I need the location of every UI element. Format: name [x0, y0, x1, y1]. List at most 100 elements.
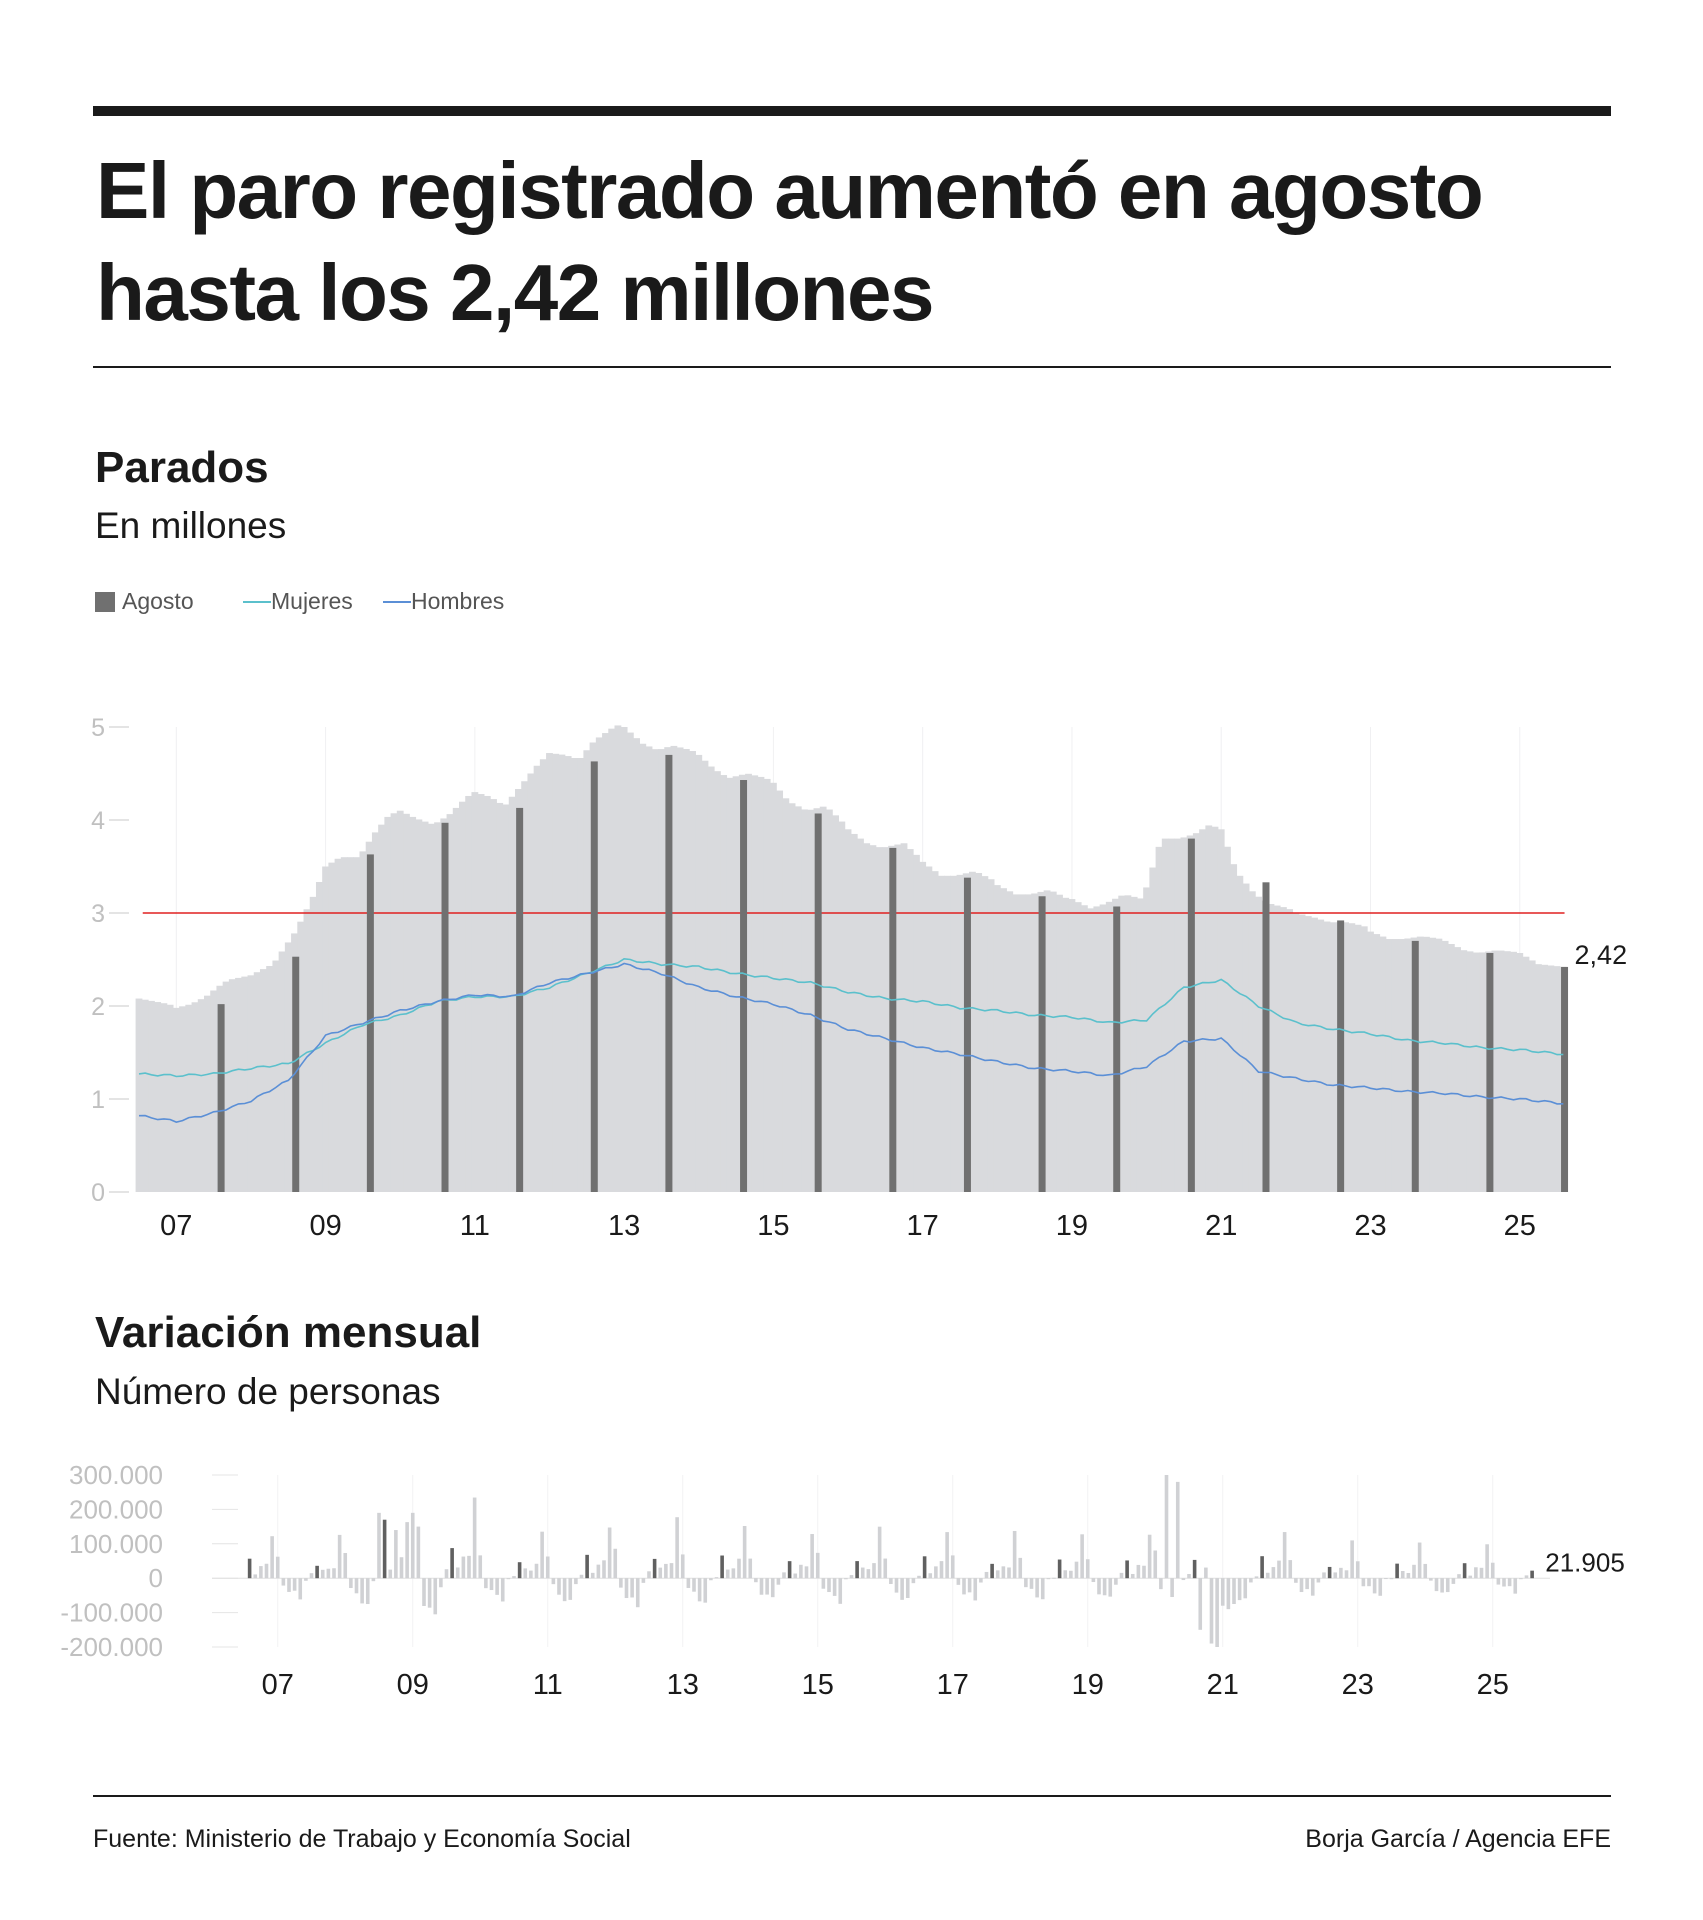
monthly-change-bar [512, 1576, 516, 1579]
monthly-bar [191, 1002, 199, 1192]
monthly-bar [1025, 894, 1032, 1192]
monthly-bar [284, 942, 292, 1192]
y-tick-label-0: 0 [91, 1179, 105, 1207]
monthly-change-bar [860, 1567, 865, 1579]
monthly-change-bar [849, 1575, 854, 1579]
monthly-bar [763, 778, 771, 1192]
monthly-bar [247, 975, 255, 1192]
monthly-change-bar [1440, 1578, 1444, 1593]
monthly-change-bar [821, 1578, 826, 1589]
monthly-bar [204, 995, 211, 1192]
chart1-title: Parados [95, 443, 269, 492]
monthly-bar [1273, 905, 1281, 1192]
monthly-change-bar [1434, 1578, 1439, 1592]
august-change-bar [1462, 1563, 1467, 1579]
monthly-bar [390, 813, 398, 1192]
monthly-bar [714, 771, 721, 1192]
monthly-bar [975, 873, 983, 1192]
monthly-change-bar [1305, 1578, 1309, 1590]
chart2-title: Variación mensual [95, 1308, 482, 1357]
monthly-change-bar [776, 1578, 781, 1585]
monthly-change-bar [872, 1563, 876, 1579]
monthly-change-bar [770, 1578, 775, 1598]
x-tick-label-13: 13 [608, 1210, 640, 1242]
monthly-bar [259, 969, 267, 1192]
monthly-bar [347, 857, 354, 1192]
monthly-bar [334, 858, 342, 1192]
monthly-bar [1236, 875, 1244, 1192]
x-tick-label-19: 19 [1056, 1210, 1088, 1242]
monthly-bar [1018, 894, 1026, 1192]
monthly-bar [602, 733, 609, 1192]
monthly-change-bar [281, 1578, 286, 1586]
august-change-bar [1057, 1559, 1062, 1579]
august-change-bar [1260, 1556, 1264, 1579]
monthly-change-bar [793, 1573, 798, 1579]
monthly-change-bar [748, 1558, 753, 1579]
monthly-bar [875, 847, 883, 1192]
monthly-bar [1136, 898, 1144, 1192]
monthly-change-bar [742, 1526, 747, 1579]
monthly-bar [937, 875, 945, 1192]
monthly-change-bar [686, 1578, 691, 1588]
monthly-change-bar [838, 1578, 843, 1604]
monthly-change-bar [455, 1567, 460, 1579]
monthly-bar [1105, 901, 1113, 1192]
monthly-bar [658, 749, 665, 1192]
monthly-bar [1503, 951, 1511, 1192]
monthly-change-bar [810, 1534, 814, 1579]
monthly-bar [322, 866, 329, 1192]
monthly-change-bar [253, 1574, 258, 1579]
monthly-change-bar [928, 1573, 933, 1579]
monthly-bar [228, 979, 236, 1192]
monthly-change-bar [889, 1578, 893, 1584]
monthly-change-bar [1130, 1573, 1135, 1579]
monthly-change-bar [635, 1578, 640, 1608]
monthly-bar [1031, 893, 1039, 1192]
monthly-bar [179, 1006, 186, 1192]
monthly-change-bar [562, 1578, 567, 1602]
monthly-change-bar [1220, 1578, 1225, 1606]
monthly-change-bar [259, 1566, 263, 1579]
monthly-change-bar [1063, 1570, 1068, 1579]
y-tick-label-4: 4 [91, 807, 105, 835]
august-bar-2018 [1038, 896, 1046, 1192]
monthly-bar [1161, 838, 1169, 1192]
monthly-change-bar [984, 1571, 989, 1579]
x-tick-label-23: 23 [1354, 1210, 1386, 1242]
monthly-bar [1211, 826, 1219, 1192]
monthly-change-bar [1389, 1578, 1394, 1580]
monthly-bar [682, 749, 690, 1192]
monthly-bar [720, 775, 728, 1192]
y2-tick-label-0: 0 [149, 1563, 163, 1593]
monthly-change-bar [551, 1578, 556, 1585]
monthly-change-bar [1372, 1578, 1377, 1594]
x2-tick-label-11: 11 [533, 1669, 563, 1701]
monthly-bar [427, 823, 435, 1192]
variacion-mensual-chart: 300.000 200.000 100.000 0 -100.000 -200.000 07… [60, 1460, 1624, 1701]
x2-tick-label-25: 25 [1477, 1669, 1509, 1701]
monthly-bar [1280, 907, 1287, 1192]
monthly-change-bar [365, 1578, 370, 1605]
x2-tick-label-19: 19 [1072, 1669, 1104, 1701]
monthly-change-bar [804, 1566, 809, 1579]
monthly-change-bar [1378, 1578, 1383, 1596]
monthly-bar [732, 776, 740, 1192]
monthly-bar [1510, 951, 1517, 1192]
august-bar-2019 [1113, 906, 1121, 1192]
monthly-bar [272, 960, 280, 1192]
monthly-bar [825, 809, 833, 1192]
monthly-bar [1155, 846, 1163, 1192]
monthly-change-bar [1451, 1578, 1456, 1584]
monthly-bar [969, 871, 976, 1192]
august-change-bar [855, 1561, 859, 1579]
monthly-bar [359, 851, 367, 1192]
monthly-change-bar [1423, 1563, 1428, 1579]
footer-divider [93, 1795, 1611, 1797]
monthly-change-bar [1069, 1570, 1073, 1579]
monthly-change-bar [1316, 1578, 1321, 1583]
monthly-change-bar [709, 1578, 713, 1581]
monthly-bar [863, 843, 871, 1192]
monthly-bar [1416, 936, 1424, 1192]
monthly-change-bar [1215, 1578, 1219, 1647]
